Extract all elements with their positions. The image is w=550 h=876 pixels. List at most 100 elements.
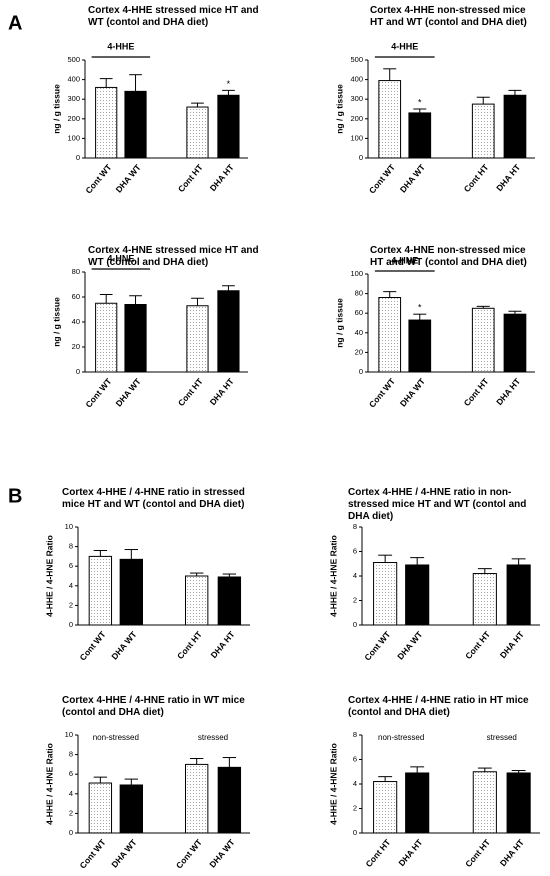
bracket-label: 4-HNE <box>107 253 134 263</box>
y-tick-label: 6 <box>69 561 73 570</box>
y-axis-label: ng / g tissue <box>51 84 61 134</box>
bar <box>373 781 398 834</box>
y-tick-label: 2 <box>353 595 357 604</box>
y-axis-label: 4-HHE / 4-HNE Ratio <box>328 743 338 825</box>
x-tick-label: Cont HT <box>363 837 392 869</box>
bar <box>408 319 432 373</box>
bar <box>124 90 147 159</box>
bar <box>472 771 497 834</box>
bar <box>186 305 209 373</box>
y-axis-label: ng / g tissue <box>334 298 344 348</box>
bar <box>506 564 531 626</box>
y-tick-label: 8 <box>353 730 357 739</box>
y-tick-label: 0 <box>69 620 73 629</box>
y-tick-label: 20 <box>355 347 363 356</box>
y-tick-label: 100 <box>350 133 363 142</box>
bar <box>373 562 398 626</box>
x-tick-label: Cont HT <box>462 376 491 408</box>
bracket-label: 4-HHE <box>391 41 418 51</box>
y-tick-label: 0 <box>76 153 80 162</box>
significance-marker: * <box>418 303 422 313</box>
x-tick-label: Cont HT <box>462 162 491 194</box>
y-tick-label: 4 <box>353 779 357 788</box>
x-tick-label: Cont WT <box>367 376 398 410</box>
chart-title: Cortex 4-HHE / 4-HNE ratio in stressed m… <box>62 487 245 510</box>
bar <box>88 782 113 834</box>
y-tick-label: 2 <box>69 600 73 609</box>
bar <box>119 558 143 626</box>
bar <box>124 304 147 373</box>
chart-title: Cortex 4-HHE / 4-HNE ratio in HT mice (c… <box>348 695 529 718</box>
x-tick-label: DHA WT <box>109 629 139 662</box>
y-tick-label: 4 <box>353 571 357 580</box>
y-tick-label: 100 <box>350 269 363 278</box>
x-tick-label: DHA HT <box>498 837 527 868</box>
bar <box>185 575 209 626</box>
bar <box>506 772 531 834</box>
significance-marker: * <box>418 97 422 107</box>
x-tick-label: DHA HT <box>208 162 237 193</box>
y-tick-label: 4 <box>69 789 73 798</box>
y-tick-label: 2 <box>353 803 357 812</box>
bar <box>217 766 242 834</box>
bar <box>95 86 118 159</box>
chart-title: Cortex 4-HHE stressed mice HT and WT (co… <box>88 5 259 28</box>
y-axis-label: 4-HHE / 4-HNE Ratio <box>44 535 54 617</box>
y-tick-label: 8 <box>353 522 357 531</box>
x-tick-label: Cont HT <box>463 837 492 869</box>
x-tick-label: Cont HT <box>176 376 205 408</box>
x-tick-label: DHA WT <box>113 376 143 409</box>
bar <box>408 112 432 159</box>
bar <box>503 94 527 159</box>
y-tick-label: 0 <box>353 828 357 837</box>
chart-title: Cortex 4-HNE stressed mice HT and WT (co… <box>88 245 259 268</box>
group-label: stressed <box>487 733 517 742</box>
y-tick-label: 400 <box>350 75 363 84</box>
y-tick-label: 0 <box>353 620 357 629</box>
y-tick-label: 60 <box>355 308 363 317</box>
y-tick-label: 0 <box>359 153 363 162</box>
bar <box>217 576 242 626</box>
bar <box>472 573 497 626</box>
y-tick-label: 6 <box>353 546 357 555</box>
y-tick-label: 40 <box>355 328 363 337</box>
y-tick-label: 0 <box>69 828 73 837</box>
y-tick-label: 20 <box>72 342 80 351</box>
x-tick-label: DHA WT <box>398 162 428 195</box>
y-tick-label: 2 <box>69 808 73 817</box>
bar <box>405 772 430 834</box>
bar <box>185 763 209 834</box>
group-label: non-stressed <box>378 733 424 742</box>
y-axis-label: 4-HHE / 4-HNE Ratio <box>328 535 338 617</box>
y-tick-label: 300 <box>350 94 363 103</box>
y-axis-label: 4-HHE / 4-HNE Ratio <box>44 743 54 825</box>
group-label: non-stressed <box>93 733 139 742</box>
y-tick-label: 10 <box>65 522 73 531</box>
panel-label: B <box>8 485 22 507</box>
y-axis-label: ng / g tissue <box>334 84 344 134</box>
bar <box>217 290 240 373</box>
x-tick-label: Cont WT <box>77 837 108 871</box>
significance-marker: * <box>227 79 231 89</box>
x-tick-label: Cont WT <box>83 162 114 196</box>
bar <box>503 313 527 373</box>
x-tick-label: DHA WT <box>113 162 143 195</box>
x-tick-label: Cont HT <box>176 162 205 194</box>
bar <box>95 302 118 373</box>
y-tick-label: 0 <box>359 367 363 376</box>
y-tick-label: 40 <box>72 317 80 326</box>
x-tick-label: Cont WT <box>83 376 114 410</box>
x-tick-label: Cont HT <box>463 629 492 661</box>
x-tick-label: DHA WT <box>398 376 428 409</box>
y-tick-label: 10 <box>65 730 73 739</box>
x-tick-label: DHA HT <box>498 629 527 660</box>
y-tick-label: 80 <box>72 267 80 276</box>
chart-title: Cortex 4-HNE non-stressed mice HT and WT… <box>370 245 527 268</box>
y-tick-label: 100 <box>67 133 80 142</box>
x-tick-label: DHA HT <box>208 376 237 407</box>
bracket-label: 4-HNE <box>391 255 418 265</box>
x-tick-label: DHA WT <box>109 837 139 870</box>
y-tick-label: 500 <box>350 55 363 64</box>
y-tick-label: 200 <box>67 114 80 123</box>
